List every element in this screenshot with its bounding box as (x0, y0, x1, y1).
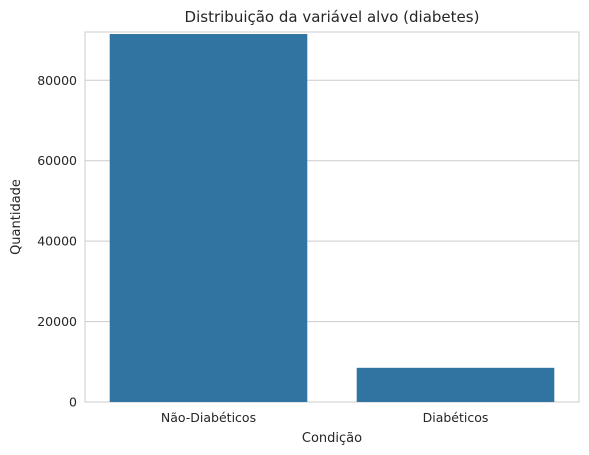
x-axis-label: Condição (302, 431, 362, 446)
y-tick-label: 20000 (37, 314, 77, 329)
y-tick-labels: 0 20000 40000 60000 80000 (37, 73, 77, 410)
y-tick-label: 0 (69, 395, 77, 410)
plot-area (84, 31, 580, 403)
bar (109, 34, 308, 403)
x-tick-label: Não-Diabéticos (161, 410, 256, 425)
bar (356, 367, 555, 402)
y-tick-label: 40000 (37, 234, 77, 249)
chart-title: Distribuição da variável alvo (diabetes) (185, 8, 480, 26)
bars (109, 34, 555, 403)
x-tick-label: Diabéticos (423, 410, 489, 425)
x-tick-labels: Não-Diabéticos Diabéticos (161, 410, 489, 425)
y-axis-label: Quantidade (9, 179, 24, 255)
y-tick-label: 80000 (37, 73, 77, 88)
y-tick-label: 60000 (37, 153, 77, 168)
